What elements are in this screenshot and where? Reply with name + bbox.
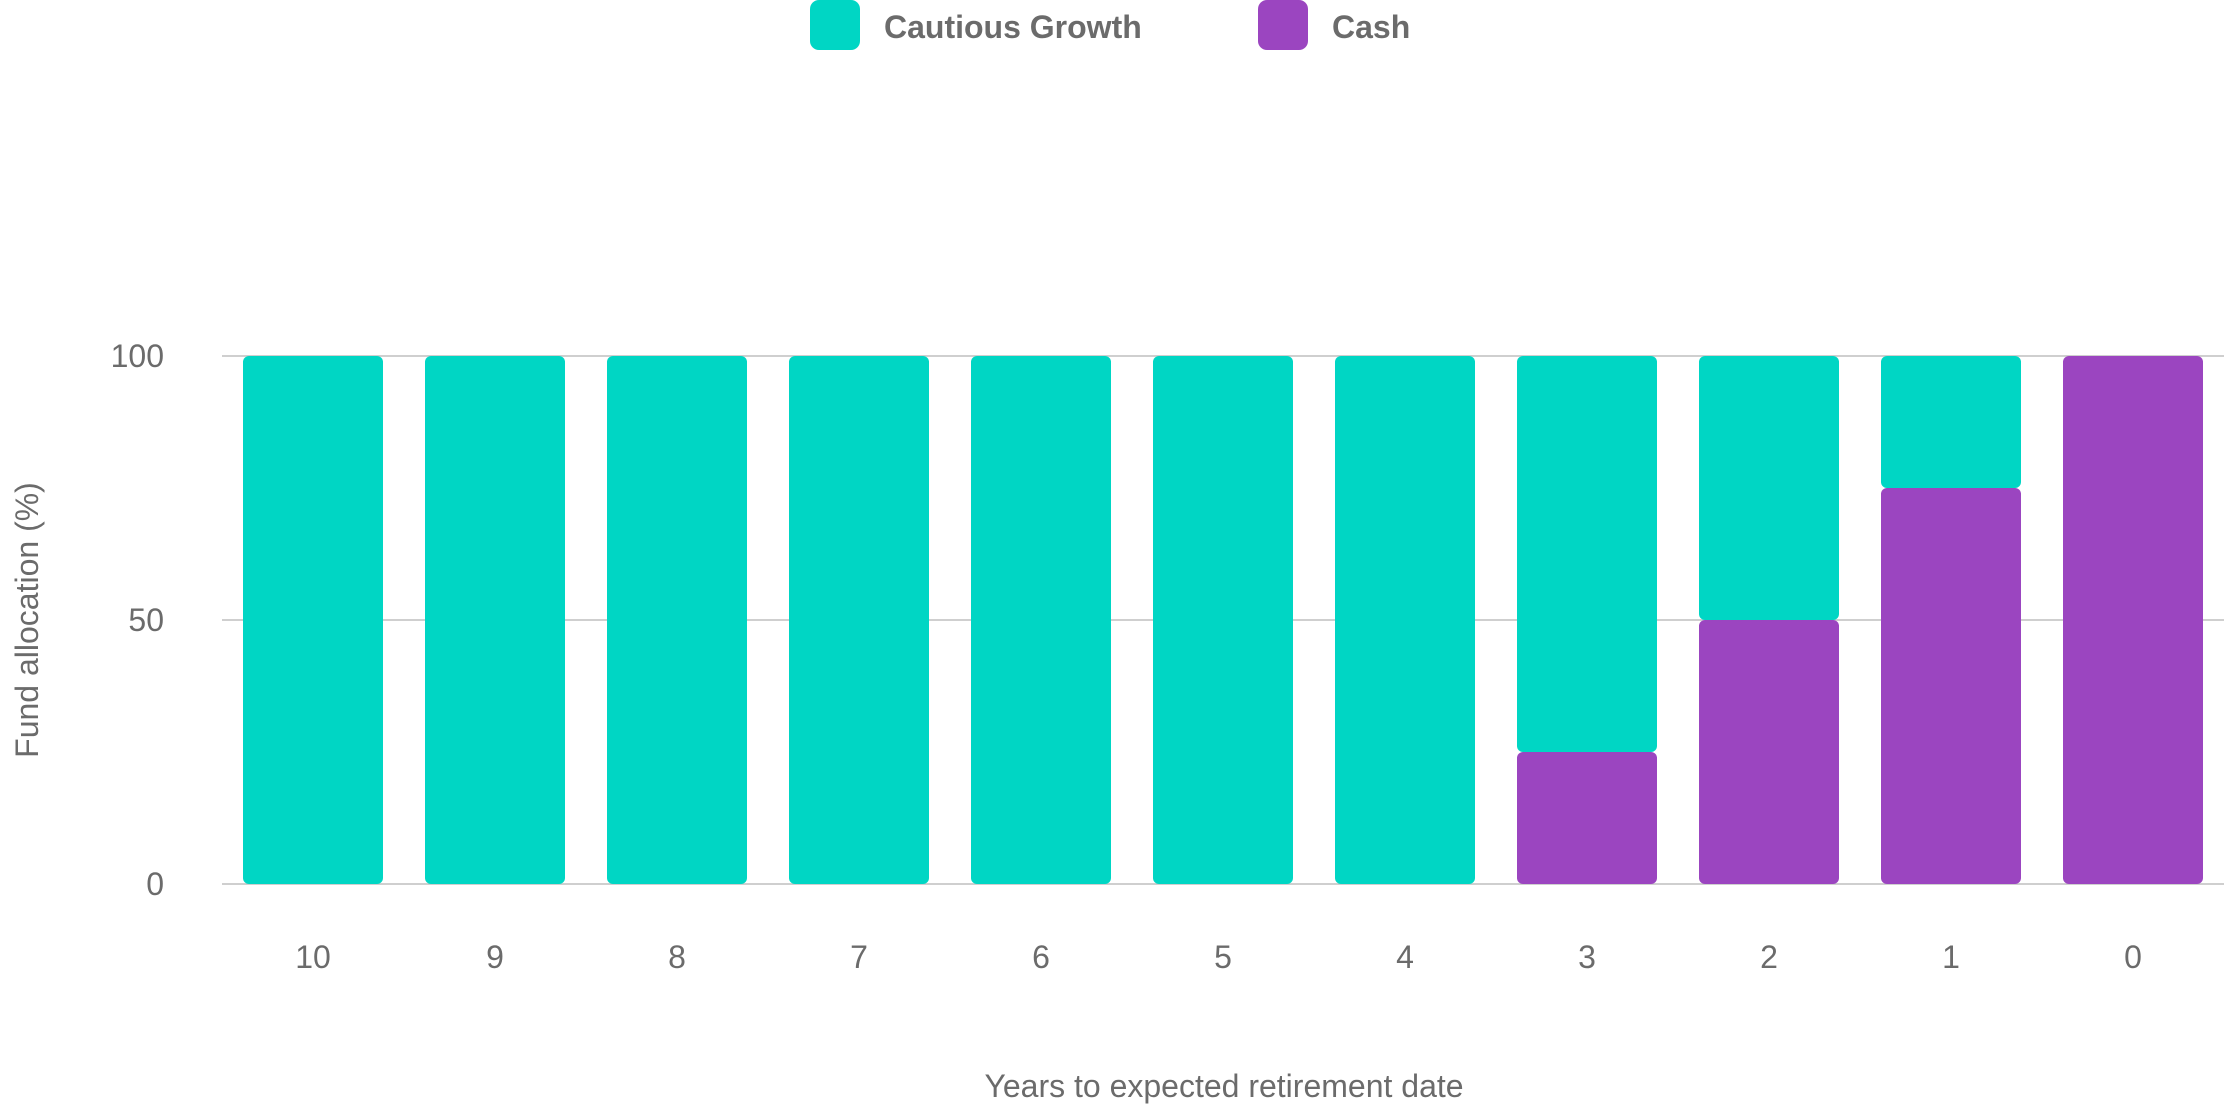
bar-cautious-growth-1 bbox=[1881, 356, 2021, 488]
bar-cautious-growth-7 bbox=[789, 356, 929, 884]
legend: Cautious Growth Cash bbox=[810, 0, 1410, 50]
x-tick-label: 5 bbox=[1214, 939, 1232, 975]
bar-cautious-growth-9 bbox=[425, 356, 565, 884]
x-tick-label: 6 bbox=[1032, 939, 1050, 975]
bar-cash-1 bbox=[1881, 488, 2021, 884]
y-tick-label: 0 bbox=[146, 866, 164, 902]
bar-cautious-growth-2 bbox=[1699, 356, 1839, 620]
legend-swatch-cautious-growth bbox=[810, 0, 860, 50]
y-axis-ticks: 0 50 100 bbox=[111, 338, 164, 902]
x-tick-label: 1 bbox=[1942, 939, 1960, 975]
x-tick-label: 9 bbox=[486, 939, 504, 975]
x-tick-label: 10 bbox=[295, 939, 331, 975]
bar-cautious-growth-4 bbox=[1335, 356, 1475, 884]
bar-cash-2 bbox=[1699, 620, 1839, 884]
bars bbox=[243, 356, 2203, 884]
legend-swatch-cash bbox=[1258, 0, 1308, 50]
bar-cash-3 bbox=[1517, 752, 1657, 884]
x-tick-label: 4 bbox=[1396, 939, 1414, 975]
y-tick-label: 50 bbox=[128, 602, 164, 638]
bar-cautious-growth-5 bbox=[1153, 356, 1293, 884]
x-tick-label: 8 bbox=[668, 939, 686, 975]
x-tick-label: 0 bbox=[2124, 939, 2142, 975]
x-tick-label: 2 bbox=[1760, 939, 1778, 975]
x-axis-title: Years to expected retirement date bbox=[984, 1068, 1463, 1104]
bar-cautious-growth-3 bbox=[1517, 356, 1657, 752]
x-tick-label: 7 bbox=[850, 939, 868, 975]
legend-label-cash: Cash bbox=[1332, 9, 1410, 45]
y-axis-title: Fund allocation (%) bbox=[9, 482, 45, 758]
y-tick-label: 100 bbox=[111, 338, 164, 374]
bar-cautious-growth-8 bbox=[607, 356, 747, 884]
bar-cautious-growth-10 bbox=[243, 356, 383, 884]
bar-cash-0 bbox=[2063, 356, 2203, 884]
x-axis-ticks: 10 9 8 7 6 5 4 3 2 1 0 bbox=[295, 939, 2142, 975]
legend-label-cautious-growth: Cautious Growth bbox=[884, 9, 1142, 45]
bar-cautious-growth-6 bbox=[971, 356, 1111, 884]
x-tick-label: 3 bbox=[1578, 939, 1596, 975]
